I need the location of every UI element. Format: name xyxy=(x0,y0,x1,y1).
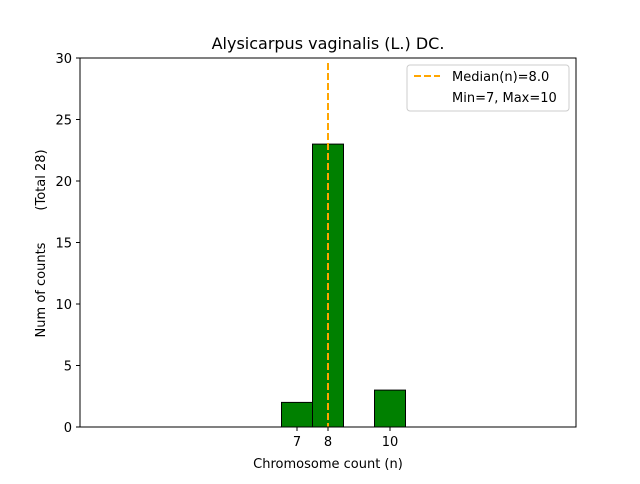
y-tick-label: 0 xyxy=(64,421,72,436)
y-tick-label: 30 xyxy=(55,52,72,67)
y-tick-label: 20 xyxy=(55,175,72,190)
bar-10 xyxy=(374,389,406,428)
y-tick-label: 25 xyxy=(55,114,72,129)
x-tick-label: 8 xyxy=(324,435,332,450)
x-tick-label: 10 xyxy=(382,435,399,450)
x-axis-label: Chromosome count (n) xyxy=(253,457,403,472)
legend-median-label: Median(n)=8.0 xyxy=(452,70,549,85)
legend: Median(n)=8.0 Min=7, Max=10 xyxy=(406,64,570,112)
x-tick-label: 7 xyxy=(293,435,301,450)
y-tick-label: 5 xyxy=(64,360,72,375)
y-axis-total-label: (Total 28) xyxy=(34,149,49,210)
legend-box xyxy=(406,64,570,112)
y-tick-label: 10 xyxy=(55,298,72,313)
y-tick-label: 15 xyxy=(55,237,72,252)
bar-7 xyxy=(281,401,313,428)
legend-minmax-label: Min=7, Max=10 xyxy=(452,91,557,106)
chart-title: Alysicarpus vaginalis (L.) DC. xyxy=(212,34,445,53)
y-axis-label: Num of counts xyxy=(34,242,49,337)
